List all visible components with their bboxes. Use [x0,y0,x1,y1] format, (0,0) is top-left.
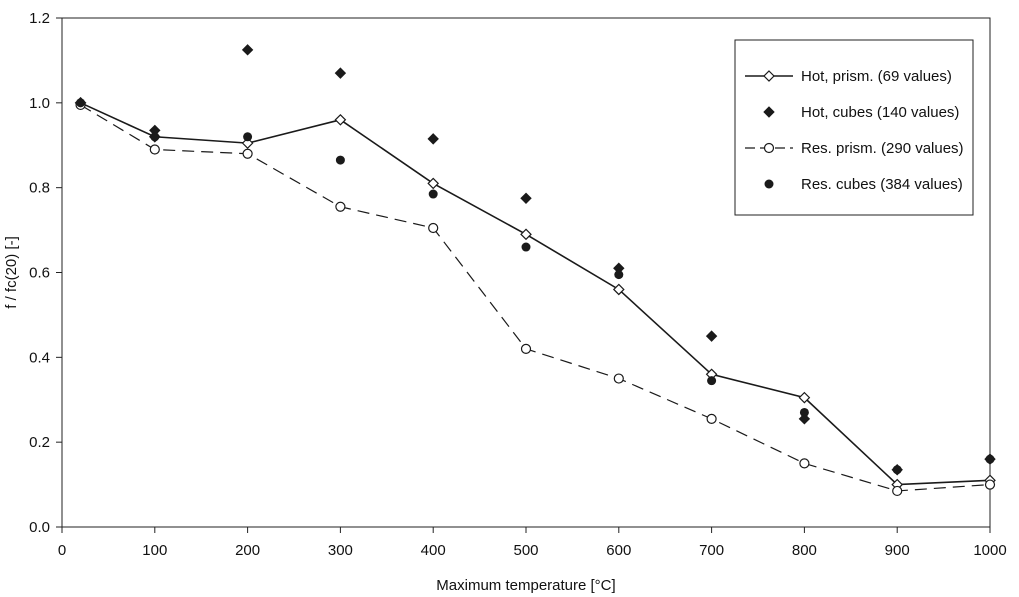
x-tick-label: 1000 [973,542,1006,559]
data-point [334,113,347,126]
data-point [335,201,346,212]
legend-entry: Hot, prism. (69 values) [745,68,952,85]
data-point [241,44,254,56]
data-point [241,137,254,149]
legend-entry: Res. prism. (290 values) [745,140,964,157]
data-point [892,485,903,497]
data-point [892,465,902,475]
y-tick-label: 0.6 [29,265,50,282]
legend-marker [763,142,775,154]
y-tick-label: 0.4 [29,349,50,366]
legend-label: Hot, cubes (140 values) [801,104,959,121]
y-axis-title: f / fc(20) [-] [3,236,20,309]
y-tick-label: 1.2 [29,10,50,27]
data-point [428,222,439,234]
x-tick-label: 0 [58,542,66,559]
x-tick-label: 700 [699,542,724,559]
legend-entry: Res. cubes (384 values) [764,176,963,193]
data-point [150,132,160,142]
data-point [521,242,531,252]
data-point [427,177,440,190]
x-tick-label: 200 [235,542,260,559]
data-point [335,155,345,165]
x-axis: 0 100 200 300 400 500 600 700 800 900 1000 [58,527,1007,559]
x-tick-label: 300 [328,542,353,559]
data-point [427,133,439,145]
data-point [520,192,532,204]
legend-label: Res. cubes (384 values) [801,176,963,193]
data-point [76,98,86,108]
data-point [149,144,160,155]
legend-marker [763,106,775,118]
series-layer [74,44,996,497]
x-tick-label: 500 [513,542,538,559]
legend-box [734,39,974,216]
data-point [520,228,532,241]
data-point [985,454,995,464]
legend: Hot, prism. (69 values) Hot, cubes (140 v… [734,39,974,216]
x-tick-label: 900 [885,542,910,559]
data-point [799,458,810,469]
y-tick-label: 0.0 [29,519,50,536]
data-point [798,391,811,404]
data-point [428,189,438,199]
legend-marker [764,179,774,189]
data-point [243,132,253,142]
data-point [706,413,717,424]
series-3 [75,99,996,497]
data-point [334,67,347,79]
legend-marker [763,70,775,82]
data-point [984,479,996,490]
legend-label: Res. prism. (290 values) [801,140,964,157]
y-tick-label: 0.2 [29,434,50,451]
series-4 [76,98,995,475]
data-point [798,413,811,425]
x-tick-label: 600 [606,542,631,559]
data-point [520,343,532,354]
x-tick-label: 400 [421,542,446,559]
data-point [705,330,718,342]
legend-label: Hot, prism. (69 values) [801,68,952,85]
legend-entry: Hot, cubes (140 values) [763,104,959,121]
data-point [707,376,717,386]
y-tick-label: 1.0 [29,95,50,112]
x-tick-label: 100 [142,542,167,559]
y-tick-label: 0.8 [29,180,50,197]
data-point [242,148,253,159]
y-axis: 0.0 0.2 0.4 0.6 0.8 1.0 1.2 [29,10,62,536]
x-tick-label: 800 [792,542,817,559]
data-point [614,270,624,280]
data-point [799,407,809,417]
data-point [612,283,625,296]
data-point [613,373,624,384]
x-axis-title: Maximum temperature [°C] [436,577,615,594]
